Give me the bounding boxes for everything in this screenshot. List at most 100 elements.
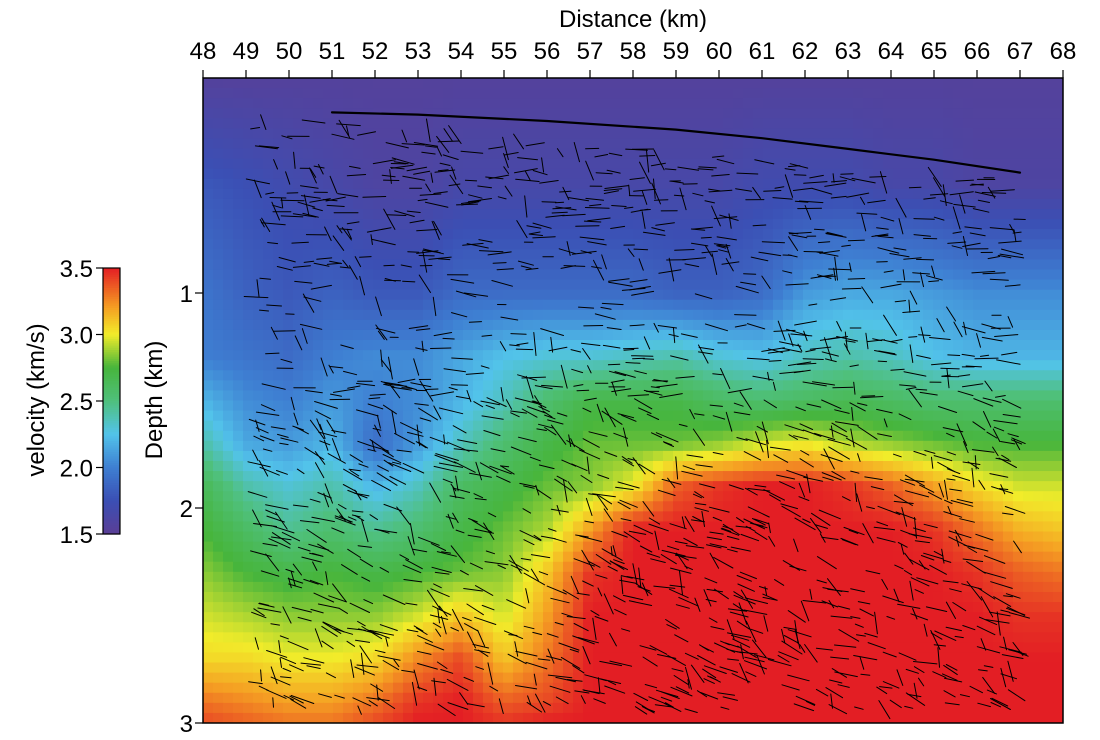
heatmap-cell xyxy=(203,511,214,523)
heatmap-cell xyxy=(213,118,224,129)
heatmap-cell xyxy=(583,350,594,361)
heatmap-cell xyxy=(443,420,454,432)
heatmap-cell xyxy=(713,521,724,533)
heatmap-cell xyxy=(693,551,704,563)
heatmap-cell xyxy=(933,410,944,422)
heatmap-cell xyxy=(403,390,414,402)
heatmap-cell xyxy=(213,541,224,553)
heatmap-cell xyxy=(713,390,724,402)
heatmap-cell xyxy=(463,622,474,633)
heatmap-cell xyxy=(353,188,364,200)
heatmap-cell xyxy=(983,360,994,371)
heatmap-cell xyxy=(293,491,304,502)
heatmap-cell xyxy=(693,198,704,210)
heatmap-cell xyxy=(523,511,534,523)
heatmap-cell xyxy=(703,178,714,190)
heatmap-cell xyxy=(313,269,324,281)
heatmap-cell xyxy=(943,148,954,160)
heatmap-cell xyxy=(963,279,974,291)
heatmap-cell xyxy=(733,622,744,633)
heatmap-cell xyxy=(693,521,704,533)
heatmap-cell xyxy=(953,440,964,452)
heatmap-cell xyxy=(623,289,634,301)
heatmap-cell xyxy=(523,642,534,654)
heatmap-cell xyxy=(803,521,814,533)
heatmap-cell xyxy=(633,309,644,321)
heatmap-cell xyxy=(393,148,404,160)
heatmap-cell xyxy=(203,541,214,553)
heatmap-cell xyxy=(483,229,494,240)
heatmap-cell xyxy=(633,78,644,89)
heatmap-cell xyxy=(333,350,344,361)
heatmap-cell xyxy=(1053,158,1063,170)
heatmap-cell xyxy=(863,400,874,412)
heatmap-cell xyxy=(613,632,624,643)
heatmap-cell xyxy=(813,521,824,533)
heatmap-cell xyxy=(793,229,804,240)
heatmap-cell xyxy=(603,148,614,160)
heatmap-cell xyxy=(363,632,374,643)
heatmap-cell xyxy=(1033,602,1044,613)
heatmap-cell xyxy=(1053,471,1063,482)
heatmap-cell xyxy=(803,128,814,140)
heatmap-cell xyxy=(813,128,824,140)
heatmap-cell xyxy=(253,329,264,341)
heatmap-cell xyxy=(733,440,744,452)
heatmap-cell xyxy=(713,642,724,654)
heatmap-cell xyxy=(983,128,994,140)
heatmap-cell xyxy=(313,98,324,109)
heatmap-cell xyxy=(383,118,394,129)
heatmap-cell xyxy=(963,299,974,311)
heatmap-cell xyxy=(973,118,984,129)
heatmap-cell xyxy=(553,329,564,341)
heatmap-cell xyxy=(383,531,394,543)
heatmap-cell xyxy=(773,289,784,301)
heatmap-cell xyxy=(803,178,814,190)
heatmap-cell xyxy=(973,138,984,150)
heatmap-cell xyxy=(823,581,834,593)
heatmap-cell xyxy=(613,188,624,200)
heatmap-cell xyxy=(443,239,454,250)
heatmap-cell xyxy=(653,360,664,371)
heatmap-cell xyxy=(1023,168,1034,180)
heatmap-cell xyxy=(653,370,664,381)
heatmap-cell xyxy=(313,561,324,573)
heatmap-cell xyxy=(513,148,524,160)
heatmap-cell xyxy=(673,420,684,432)
heatmap-cell xyxy=(953,168,964,180)
heatmap-cell xyxy=(213,642,224,654)
heatmap-cell xyxy=(613,571,624,583)
heatmap-cell xyxy=(333,521,344,533)
heatmap-cell xyxy=(613,249,624,261)
heatmap-cell xyxy=(1003,491,1014,502)
heatmap-cell xyxy=(653,188,664,200)
heatmap-cell xyxy=(583,198,594,210)
heatmap-cell xyxy=(783,198,794,210)
heatmap-cell xyxy=(873,460,884,472)
heatmap-cell xyxy=(793,602,804,613)
heatmap-cell xyxy=(543,158,554,170)
heatmap-cell xyxy=(943,198,954,210)
heatmap-cell xyxy=(933,329,944,341)
heatmap-cell xyxy=(1033,410,1044,422)
heatmap-cell xyxy=(643,88,654,99)
heatmap-cell xyxy=(323,521,334,533)
heatmap-cell xyxy=(413,219,424,230)
heatmap-cell xyxy=(813,299,824,311)
heatmap-cell xyxy=(913,602,924,613)
heatmap-cell xyxy=(813,541,824,553)
heatmap-cell xyxy=(723,118,734,129)
heatmap-cell xyxy=(793,440,804,452)
heatmap-cell xyxy=(813,279,824,291)
heatmap-cell xyxy=(293,652,304,664)
heatmap-cell xyxy=(233,642,244,654)
heatmap-cell xyxy=(223,370,234,381)
heatmap-cell xyxy=(293,340,304,351)
heatmap-cell xyxy=(1033,450,1044,462)
heatmap-cell xyxy=(593,370,604,381)
heatmap-cell xyxy=(893,551,904,563)
heatmap-cell xyxy=(683,531,694,543)
heatmap-cell xyxy=(293,591,304,603)
heatmap-cell xyxy=(653,78,664,89)
heatmap-cell xyxy=(393,440,404,452)
